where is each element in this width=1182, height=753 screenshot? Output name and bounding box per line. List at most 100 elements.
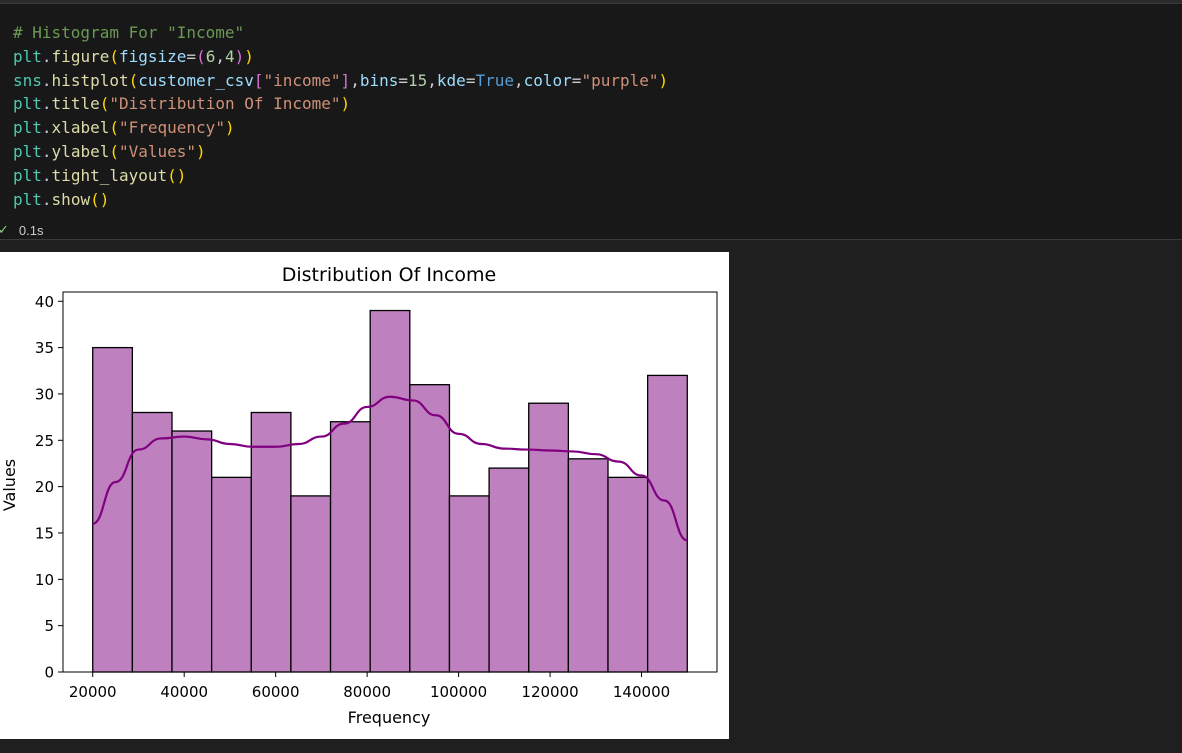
histogram-bar [329, 421, 371, 673]
x-tick-label: 120000 [521, 683, 578, 701]
code-token: . [41, 46, 52, 66]
histogram-bar [528, 402, 570, 673]
code-token: = [465, 70, 476, 90]
x-axis-ticks: 20000 40000 60000 80000 100000 120000 140000 [69, 672, 670, 701]
code-token: () [167, 165, 187, 185]
code-token: ) [340, 94, 351, 114]
code-token: . [41, 189, 52, 209]
code-token: title [51, 94, 100, 114]
histogram-chart: 0 5 10 15 20 25 30 35 40 20000 40000 60000 80000 100… [0, 252, 729, 739]
histogram-bar [488, 467, 530, 673]
code-line: plt.xlabel("Frequency") [13, 116, 668, 140]
code-token: "income" [263, 70, 341, 90]
histogram-figure: 0 5 10 15 20 25 30 35 40 20000 40000 60000 80000 100… [0, 252, 729, 739]
code-line: # Histogram For "Income" [13, 21, 668, 45]
code-token: color [523, 70, 572, 90]
code-token: ( [109, 118, 119, 138]
code-token: kde [436, 70, 466, 90]
code-line: plt.ylabel("Values") [13, 140, 668, 164]
y-axis-ticks: 0 5 10 15 20 25 30 35 40 [35, 293, 63, 682]
code-token: "Distribution Of Income" [109, 94, 341, 114]
y-tick-label: 40 [35, 293, 54, 311]
code-cell[interactable]: # Histogram For "Income" plt.figure(figsi… [0, 4, 1182, 239]
code-token: , [513, 70, 524, 90]
code-token: bins [359, 70, 399, 90]
code-token: figure [51, 46, 110, 66]
code-token: () [90, 189, 110, 209]
histogram-bar [210, 476, 252, 673]
y-tick-label: 20 [35, 478, 54, 496]
histogram-bar [250, 411, 292, 673]
code-line: plt.tight_layout() [13, 164, 668, 188]
x-tick-label: 100000 [430, 683, 487, 701]
code-token: . [41, 94, 52, 114]
code-token: "Frequency" [118, 118, 225, 138]
code-token: 6 [205, 46, 216, 66]
code-token: = [398, 70, 408, 90]
histogram-bar [646, 374, 688, 673]
code-token: xlabel [51, 118, 110, 138]
y-tick-label: 25 [35, 432, 54, 450]
code-token: plt [13, 118, 42, 138]
check-icon: ✓ [0, 222, 9, 237]
x-tick-label: 80000 [343, 683, 391, 701]
x-tick-label: 140000 [613, 683, 670, 701]
code-token: = [571, 70, 582, 90]
code-token: ) [658, 70, 669, 90]
code-token: . [41, 165, 52, 185]
code-token: . [41, 141, 52, 161]
y-tick-label: 5 [44, 617, 54, 635]
x-tick-label: 20000 [69, 683, 117, 701]
code-token: ) [234, 46, 245, 66]
code-token: 15 [408, 70, 428, 90]
code-token: [ [253, 70, 264, 90]
code-token: ( [109, 46, 119, 66]
y-tick-label: 0 [44, 664, 54, 682]
code-token: sns [13, 70, 42, 90]
code-token: , [427, 70, 437, 90]
chart-title: Distribution Of Income [282, 264, 496, 286]
kde-curve [92, 395, 688, 542]
histogram-bar [448, 495, 490, 673]
code-editor[interactable]: # Histogram For "Income" plt.figure(figsi… [13, 21, 668, 211]
code-token: True [475, 70, 514, 90]
x-tick-label: 60000 [252, 683, 300, 701]
code-token: # Histogram For "Income" [13, 23, 245, 42]
code-token: plt [13, 165, 42, 185]
histogram-bars [92, 309, 688, 673]
execution-time: 0.1s [18, 222, 44, 238]
code-token: plt [13, 94, 42, 114]
code-token: . [41, 118, 52, 138]
code-token: ) [244, 46, 254, 66]
code-token: "purple" [581, 70, 659, 90]
code-token: ( [196, 46, 206, 66]
code-token: , [350, 70, 360, 90]
histogram-bar [290, 495, 332, 673]
y-tick-label: 15 [35, 524, 54, 542]
histogram-bar [92, 346, 134, 673]
code-token: show [51, 189, 91, 209]
histogram-bar [607, 476, 649, 673]
axes-frame [62, 291, 718, 673]
code-token: tight_layout [51, 165, 168, 185]
code-line: plt.show() [13, 188, 668, 212]
editor-top-border [0, 0, 1182, 4]
histogram-bar [171, 430, 213, 673]
code-token: . [41, 70, 52, 90]
code-token: customer_csv [138, 70, 254, 90]
y-tick-label: 35 [35, 339, 54, 357]
code-token: ( [99, 94, 110, 114]
code-token: , [215, 46, 225, 66]
y-tick-label: 30 [35, 385, 54, 403]
code-token: ylabel [51, 141, 110, 161]
histogram-bar [409, 384, 451, 673]
code-token: = [186, 46, 197, 66]
y-tick-label: 10 [35, 571, 54, 589]
code-token: plt [13, 141, 42, 161]
x-tick-label: 40000 [160, 683, 208, 701]
code-token: ] [340, 70, 351, 90]
code-token: histplot [51, 70, 129, 90]
x-axis-label: Frequency [348, 708, 431, 727]
histogram-bar [567, 458, 609, 673]
histogram-bar [369, 309, 411, 673]
